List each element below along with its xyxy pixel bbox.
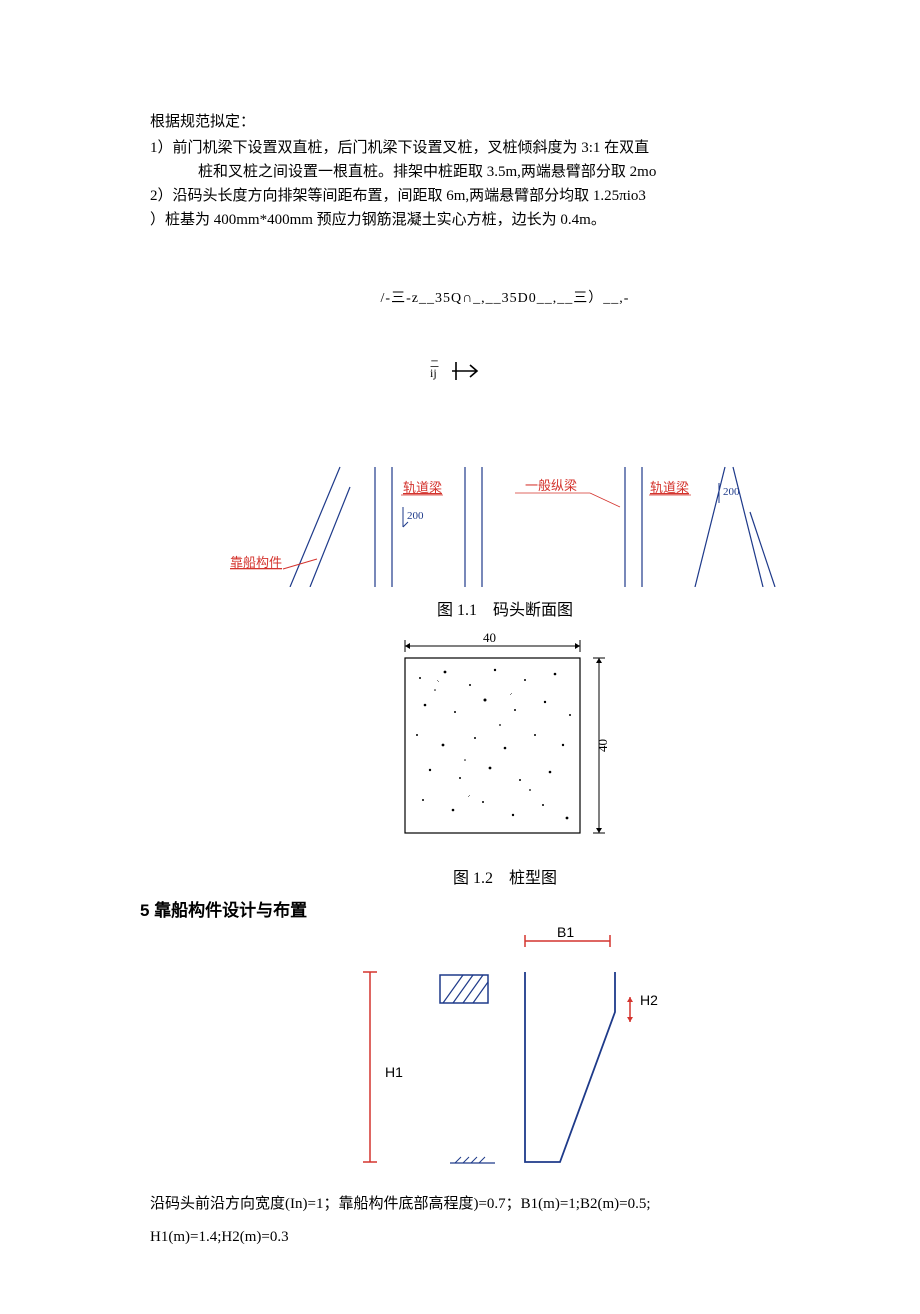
item-1-line-1: 1）前门机梁下设置双直桩，后门机梁下设置叉桩，叉桩倾斜度为 3:1 在双直 <box>150 136 860 160</box>
label-rail-left: 轨道梁 <box>403 480 442 495</box>
bottom-text: 沿码头前沿方向宽度(In)=1；靠船构件底部高程度)=0.7；B1(m)=1;B… <box>150 1188 860 1254</box>
dim-200-left: 200 <box>407 510 424 522</box>
caption-1-2: 图 1.2 桩型图 <box>150 864 860 888</box>
label-h2: H2 <box>640 992 658 1008</box>
dim-top-40: 40 <box>483 630 496 645</box>
bottom-line-2: H1(m)=1.4;H2(m)=0.3 <box>150 1221 860 1254</box>
item-2: 2）沿码头长度方向排架等间距布置，间距取 6m,两端悬臂部分均取 1.25πio… <box>150 184 860 208</box>
specification-text: 根据规范拟定： 1）前门机梁下设置双直桩，后门机梁下设置叉桩，叉桩倾斜度为 3:… <box>150 110 860 232</box>
bottom-line-1: 沿码头前沿方向宽度(In)=1；靠船构件底部高程度)=0.7；B1(m)=1;B… <box>150 1188 860 1221</box>
label-h1: H1 <box>385 1064 403 1080</box>
dim-200-right: 200 <box>723 486 740 498</box>
figure-3: B1 H1 H2 <box>150 927 860 1182</box>
item-1-line-2: 桩和叉桩之间设置一根直桩。排架中桩距取 3.5m,两端悬臂部分取 2mo <box>150 160 860 184</box>
svg-text:二: 二 <box>430 359 439 369</box>
small-symbol: ij 二 <box>430 357 860 387</box>
intro-line: 根据规范拟定： <box>150 110 860 134</box>
label-general-beam: 一般纵梁 <box>525 478 577 493</box>
label-left-red: 靠船构件 <box>230 555 282 570</box>
symbol-line: /-三-z__35Q∩_,__35D0__,__三）__,- <box>150 287 860 307</box>
caption-1-1: 图 1.1 码头断面图 <box>150 596 860 620</box>
label-b1: B1 <box>557 927 574 940</box>
label-rail-right: 轨道梁 <box>650 480 689 495</box>
dim-right-40: 40 <box>595 739 610 752</box>
section-5-heading: 5 靠船构件设计与布置 <box>140 896 860 921</box>
item-3: ）桩基为 400mm*400mm 预应力钢筋混凝土实心方桩，边长为 0.4m。 <box>150 208 860 232</box>
figure-1-1: 靠船构件 轨道梁 200 一般纵梁 轨道梁 <box>150 457 860 620</box>
figure-1-2: 40 40 图 1.2 桩型图 <box>150 630 860 888</box>
